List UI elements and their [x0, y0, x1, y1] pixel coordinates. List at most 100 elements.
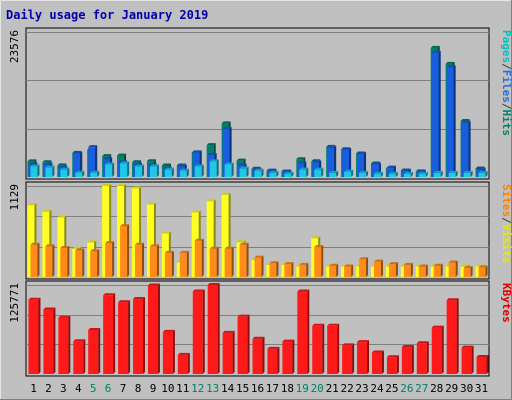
bar-sites [478, 265, 488, 277]
bar-kbytes [118, 300, 131, 374]
y-max-label: 125771 [8, 283, 21, 323]
legend-entry: KBytes [500, 283, 512, 323]
bar-pages [314, 167, 324, 177]
x-tick-label: 18 [281, 382, 294, 395]
legend: Sites/Visits [500, 184, 512, 264]
panel-hits-files-pages: 23576 Pages/Files/Hits [8, 27, 512, 180]
x-tick-label: 25 [385, 382, 398, 395]
bar-kbytes [342, 343, 355, 374]
legend-entry: / [500, 217, 512, 224]
bar-kbytes [222, 330, 235, 374]
bar-kbytes [73, 339, 86, 374]
bar-kbytes [371, 350, 384, 374]
x-tick-label: 27 [415, 382, 428, 395]
bar-files [88, 145, 98, 177]
bar-pages [299, 167, 309, 177]
bar-pages [344, 169, 354, 177]
panel-kbytes: 125771 KBytes [8, 280, 512, 377]
bar-kbytes [297, 289, 310, 374]
x-tick-label: 31 [475, 382, 488, 395]
bar-pages [418, 171, 428, 177]
bar-kbytes [162, 329, 175, 374]
bar-kbytes [252, 336, 265, 374]
bar-kbytes [461, 345, 474, 374]
bar-sites [194, 238, 204, 277]
x-tick-label: 5 [90, 382, 97, 395]
bar-sites [105, 241, 115, 277]
bar-kbytes [207, 283, 220, 374]
bar-files [446, 65, 456, 177]
bar-pages [179, 168, 189, 177]
bar-files [342, 147, 352, 177]
bar-kbytes [192, 289, 205, 374]
x-tick-label: 24 [370, 382, 384, 395]
x-axis: 1 2 3 4 5 6 7 8 9 10 11 12 13 14 15 16 17 18 19 20 21 22 23 24 2… [30, 382, 488, 395]
bar-kbytes [357, 340, 370, 374]
bar-sites [329, 263, 339, 277]
bar-sites [448, 260, 458, 277]
bar-pages [373, 171, 383, 177]
bar-kbytes [43, 307, 56, 374]
legend: Pages/Files/Hits [500, 30, 512, 136]
legend-entry: Visits [500, 224, 512, 264]
bar-sites [463, 266, 473, 277]
bar-pages [284, 171, 294, 177]
bar-pages [463, 170, 473, 177]
bar-sites [224, 246, 234, 277]
legend: KBytes [500, 283, 512, 323]
legend-entry: Files [500, 70, 512, 103]
bar-sites [418, 264, 428, 277]
bar-sites [149, 244, 159, 277]
bar-sites [388, 262, 398, 277]
bar-kbytes [431, 325, 444, 374]
bar-kbytes [327, 323, 340, 374]
bar-sites [209, 246, 219, 277]
x-tick-label: 21 [326, 382, 339, 395]
bar-pages [329, 170, 339, 177]
bar-pages [269, 170, 279, 177]
bar-sites [373, 259, 383, 277]
bar-sites [239, 242, 249, 277]
bar-sites [75, 248, 85, 277]
bar-pages [120, 161, 130, 177]
bar-sites [120, 224, 130, 277]
bar-kbytes [267, 346, 280, 374]
x-tick-label: 28 [430, 382, 443, 395]
x-tick-label: 12 [191, 382, 204, 395]
bar-files [461, 120, 471, 177]
bar-pages [478, 170, 488, 177]
x-tick-label: 2 [45, 382, 52, 395]
bar-sites [299, 262, 309, 277]
bar-pages [45, 165, 55, 177]
x-tick-label: 30 [460, 382, 473, 395]
bar-files [73, 151, 83, 177]
bar-pages [403, 171, 413, 177]
bar-sites [60, 245, 70, 277]
bar-sites [90, 249, 100, 277]
bar-sites [30, 242, 40, 277]
bar-files [431, 50, 441, 177]
bars [28, 283, 489, 374]
bar-kbytes [133, 297, 146, 374]
bar-sites [344, 264, 354, 277]
bar-pages [448, 170, 458, 177]
bar-pages [209, 159, 219, 177]
bar-pages [75, 170, 85, 177]
x-tick-label: 20 [311, 382, 324, 395]
bars [27, 45, 488, 178]
chart-title: Daily usage for January 2019 [6, 8, 208, 22]
bar-sites [284, 262, 294, 277]
bar-pages [135, 164, 145, 177]
x-tick-label: 13 [206, 382, 219, 395]
legend-entry: Hits [500, 110, 512, 137]
bar-pages [105, 162, 115, 177]
x-tick-label: 3 [60, 382, 67, 395]
bar-pages [388, 171, 398, 177]
bars [27, 184, 488, 277]
x-tick-label: 17 [266, 382, 279, 395]
bar-sites [179, 250, 189, 277]
bar-files [357, 151, 367, 177]
legend-entry: / [500, 63, 512, 70]
legend-entry: / [500, 103, 512, 110]
